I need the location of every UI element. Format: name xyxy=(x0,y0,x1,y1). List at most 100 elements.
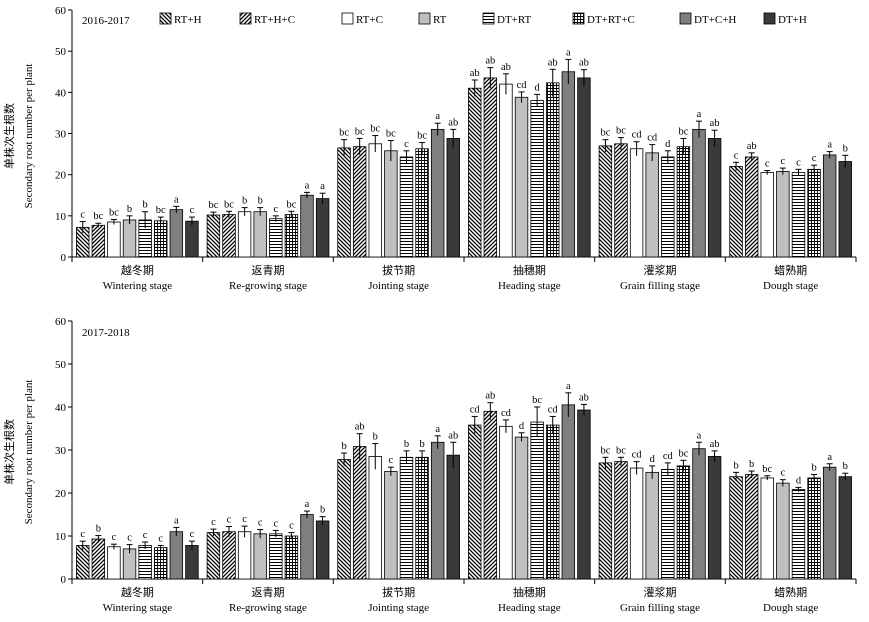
bar-rt xyxy=(645,471,659,580)
bar-dt-rt xyxy=(661,156,675,258)
legend-swatch xyxy=(418,12,431,25)
y-axis-label-cn-2: 单株次生根数 xyxy=(2,419,16,485)
legend-item: RT xyxy=(418,12,447,26)
bar-rt-h xyxy=(598,145,613,258)
significance-letter: bc xyxy=(532,395,542,406)
bar-dt-rt-c xyxy=(676,146,691,258)
significance-letter: ab xyxy=(485,391,495,402)
significance-letter: b xyxy=(843,143,848,154)
y-tick-label: 60 xyxy=(55,316,67,328)
bar-rt-h xyxy=(729,476,743,580)
legend-label: RT+H xyxy=(174,14,202,26)
significance-letter: ab xyxy=(501,62,511,73)
bar-dt-h xyxy=(315,198,330,258)
significance-letter: a xyxy=(435,111,440,122)
category-label-en: Dough stage xyxy=(763,280,818,292)
category-label-cn: 越冬期 xyxy=(121,585,154,599)
bar-rt xyxy=(122,219,137,258)
significance-letter: b xyxy=(843,461,848,472)
significance-letter: c xyxy=(812,153,817,164)
category-label-en: Wintering stage xyxy=(103,602,173,614)
bar-rt-h-c xyxy=(614,143,628,258)
bar-rt-h xyxy=(468,87,482,258)
significance-letter: a xyxy=(697,430,702,441)
bar-rt-c xyxy=(629,148,644,258)
bar-dt-h xyxy=(185,220,199,258)
bar-dt-h xyxy=(577,77,591,258)
significance-letter: c xyxy=(112,532,117,543)
bar-dt-rt-c xyxy=(415,148,429,258)
legend-item: DT+RT+C xyxy=(572,12,635,26)
significance-letter: a xyxy=(697,109,702,120)
legend: RT+H RT+H+C RT+C RT DT+RT DT+RT+C DT+C+H DT+H xyxy=(159,12,807,26)
bar-rt-h-c xyxy=(744,156,759,258)
category-label-en: Grain filling stage xyxy=(620,602,700,614)
bar-rt-c xyxy=(760,477,774,580)
significance-letter: c xyxy=(80,529,85,540)
significance-letter: c xyxy=(273,204,278,215)
bar-rt-c xyxy=(629,467,644,580)
bar-rt-h-c xyxy=(614,461,628,580)
significance-letter: cd xyxy=(501,408,512,419)
significance-letter: bc xyxy=(339,128,349,139)
bar-dt-rt xyxy=(791,489,806,580)
bar-dt-c-h xyxy=(430,128,445,258)
bar-dt-rt-c xyxy=(284,214,299,258)
bar-rt xyxy=(776,170,790,258)
bar-dt-rt xyxy=(791,172,806,258)
y-axis-label-en: Secondary root number per plant xyxy=(23,64,35,209)
significance-letter: d xyxy=(650,454,656,465)
category-label-en: Grain filling stage xyxy=(620,280,700,292)
significance-letter: c xyxy=(734,150,739,161)
significance-letter: ab xyxy=(548,57,558,68)
y-axis-label-en-2: Secondary root number per plant xyxy=(23,380,35,525)
significance-letter: bc xyxy=(109,208,119,219)
bar-dt-rt xyxy=(269,218,283,258)
significance-letter: cd xyxy=(647,133,658,144)
y-tick-label: 10 xyxy=(55,211,67,223)
category-label-cn: 抽穗期 xyxy=(513,585,546,599)
bar-rt xyxy=(253,211,267,258)
y-tick-label: 40 xyxy=(55,87,67,99)
bar-rt xyxy=(384,150,398,258)
significance-letter: bc xyxy=(224,199,234,210)
significance-letter: b xyxy=(419,439,424,450)
category-label-en: Wintering stage xyxy=(103,280,173,292)
significance-letter: a xyxy=(305,180,310,191)
significance-letter: bc xyxy=(156,205,166,216)
legend-item: RT+H xyxy=(159,12,202,26)
significance-letter: bc xyxy=(600,128,610,139)
bar-dt-rt xyxy=(269,533,283,580)
bar-dt-c-h xyxy=(300,514,314,580)
significance-letter: c xyxy=(273,518,278,529)
bar-rt-h-c xyxy=(222,531,236,580)
significance-letter: a xyxy=(305,499,310,510)
bar-rt-c xyxy=(107,546,121,580)
category-label-en: Jointing stage xyxy=(368,602,429,614)
significance-letter: b xyxy=(258,196,263,207)
bar-dt-h xyxy=(838,476,852,580)
bar-dt-rt xyxy=(138,545,152,580)
significance-letter: bc xyxy=(600,445,610,456)
y-tick-label: 40 xyxy=(55,402,67,414)
bar-rt-h-c xyxy=(744,474,759,580)
bar-dt-c-h xyxy=(822,466,837,580)
significance-letter: b xyxy=(96,524,101,535)
bar-dt-h xyxy=(707,138,722,258)
legend-swatch xyxy=(482,12,495,25)
legend-item: DT+C+H xyxy=(679,12,736,26)
significance-letter: a xyxy=(566,381,571,392)
bar-dt-h xyxy=(446,454,460,580)
category-label-cn: 返青期 xyxy=(252,264,285,277)
significance-letter: b xyxy=(749,459,754,470)
chart-title-2017-2018: 2017-2018 xyxy=(82,327,130,339)
significance-letter: cd xyxy=(632,130,643,141)
y-tick-label: 10 xyxy=(55,531,67,543)
bar-dt-rt-c xyxy=(546,82,560,258)
bar-dt-rt xyxy=(399,456,414,580)
category-label-en: Dough stage xyxy=(763,602,818,614)
significance-letter: c xyxy=(242,514,247,525)
bar-dt-h xyxy=(838,161,852,258)
bar-dt-c-h xyxy=(692,448,706,580)
